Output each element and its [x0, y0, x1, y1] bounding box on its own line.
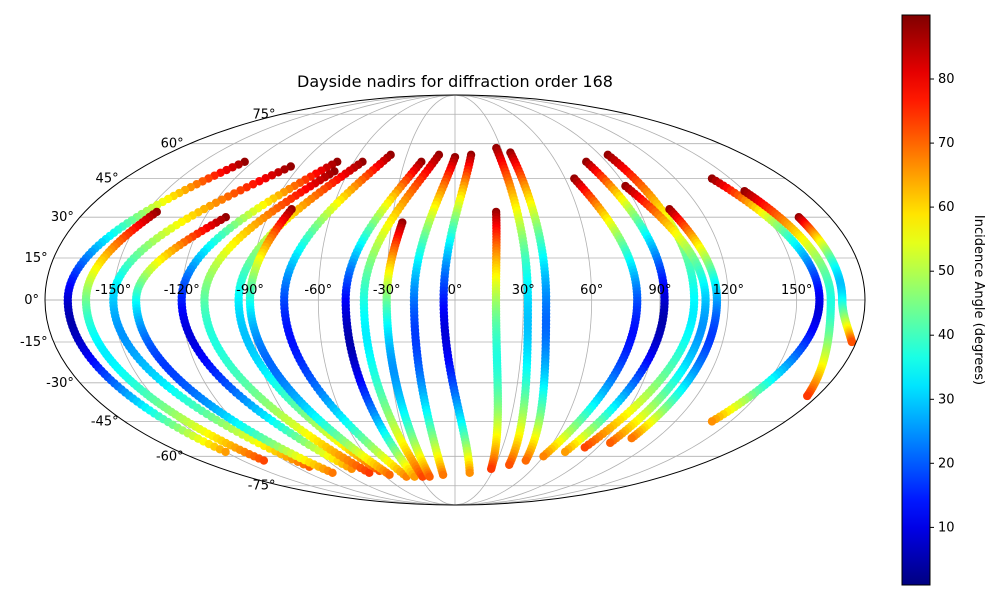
lon-tick-label: -30° [373, 283, 401, 298]
chart-title: Dayside nadirs for diffraction order 168 [297, 72, 613, 91]
orbit-track [109, 162, 314, 472]
nadir-point [425, 472, 434, 481]
colorbar-tick-label: 60 [938, 200, 955, 215]
lon-tick-label: -90° [236, 283, 264, 298]
nadir-point [261, 174, 270, 183]
orbit-track [382, 218, 434, 481]
nadir-point [707, 417, 717, 426]
nadir-point [803, 391, 812, 401]
orbit-track [794, 212, 857, 347]
colorbar-gradient [901, 14, 931, 586]
colorbar-tick-label: 40 [938, 328, 955, 343]
orbit-track [560, 157, 669, 457]
nadir-point [286, 162, 295, 171]
data-points [63, 143, 857, 481]
lat-tick-label: 0° [24, 293, 39, 308]
nadir-point [248, 180, 258, 189]
lat-tick-label: 45° [96, 172, 119, 187]
lat-tick-label: -15° [20, 335, 48, 350]
lat-tick-label: 75° [252, 107, 275, 122]
colorbar-tick-label: 70 [938, 136, 955, 151]
nadir-point [221, 447, 230, 457]
orbit-track [81, 207, 269, 465]
lon-tick-label: 60° [580, 283, 603, 298]
lat-tick-label: -45° [91, 414, 119, 429]
nadir-point [267, 171, 277, 180]
orbit-track [539, 174, 642, 461]
nadir-point [505, 460, 514, 469]
latitude-tick-labels: 75° 60° 45° 30° 15° 0° -15° -30° -45° -60° -75° [20, 107, 276, 493]
orbit-track [279, 150, 411, 481]
orbit-track [606, 181, 710, 448]
orbit-track [341, 157, 426, 481]
colorbar-tick-label: 30 [938, 392, 955, 407]
graticule [45, 94, 865, 506]
colorbar-tick-label: 50 [938, 264, 955, 279]
colorbar-tick-label: 80 [938, 72, 955, 87]
nadir-point [365, 468, 374, 478]
nadir-point [627, 434, 636, 443]
nadir-point [486, 464, 496, 474]
orbit-track [234, 157, 384, 476]
longitude-tick-labels: -150° -120° -90° -60° -30° 0° 30° 60° 90° 120° 150… [95, 283, 812, 298]
nadir-point [847, 337, 857, 347]
orbit-track [409, 152, 460, 479]
nadir-point [230, 189, 239, 198]
lon-tick-label: 150° [781, 283, 812, 298]
lat-tick-label: 30° [51, 210, 74, 225]
orbit-track [740, 186, 836, 401]
lon-tick-label: -120° [164, 283, 200, 298]
lon-tick-label: 90° [648, 283, 671, 298]
orbit-track [492, 143, 533, 469]
colorbar-label: Incidence Angle (degrees) [971, 215, 986, 385]
nadir-point [242, 183, 251, 192]
lon-tick-label: -150° [95, 283, 131, 298]
lat-tick-label: -60° [156, 449, 184, 464]
orbit-track [486, 207, 503, 474]
orbit-track [200, 167, 374, 478]
orbit-track [245, 205, 394, 479]
lon-tick-label: -60° [304, 283, 332, 298]
nadir-point [539, 452, 548, 461]
nadir-point [385, 470, 394, 479]
colorbar-tick-label: 10 [938, 520, 955, 535]
nadir-point [465, 468, 474, 478]
nadir-point [280, 165, 289, 174]
lat-tick-label: 60° [161, 137, 184, 152]
nadir-point [438, 470, 448, 479]
nadir-point [606, 438, 615, 448]
orbit-track [506, 148, 551, 465]
nadir-point [274, 168, 283, 177]
colorbar: 10 20 30 40 50 60 70 80 [901, 14, 955, 586]
nadir-point [328, 468, 337, 478]
nadir-point [255, 177, 264, 186]
orbit-track [359, 150, 444, 481]
colorbar-tick-label: 20 [938, 456, 955, 471]
nadir-point [560, 447, 570, 457]
nadir-point [580, 443, 589, 452]
lat-tick-label: -30° [46, 376, 74, 391]
lon-tick-label: 120° [713, 283, 744, 298]
map-outline [44, 94, 866, 506]
orbit-track [627, 205, 722, 443]
orbit-track [131, 212, 337, 478]
orbit-track [177, 157, 356, 474]
orbit-track [63, 157, 249, 457]
orbit-track [439, 150, 476, 478]
lat-tick-label: -75° [248, 479, 276, 494]
lat-tick-label: 15° [25, 251, 48, 266]
nadir-point [521, 456, 530, 465]
nadir-point [236, 186, 245, 195]
nadir-point [259, 456, 269, 465]
lon-tick-label: 30° [512, 283, 535, 298]
lon-tick-label: 0° [448, 283, 463, 298]
orbit-track [707, 174, 824, 426]
